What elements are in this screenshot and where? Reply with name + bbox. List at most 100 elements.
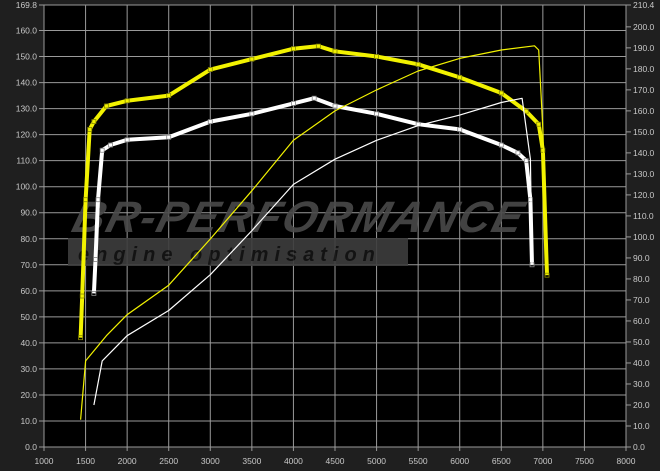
data-point-marker xyxy=(207,119,213,125)
y-left-tick-label: 60.0 xyxy=(20,286,37,296)
data-point-marker xyxy=(315,43,321,49)
data-point-marker xyxy=(95,197,101,203)
watermark-logo: BR-PERFORMANCE engine optimisation xyxy=(67,193,531,266)
data-point-marker xyxy=(103,103,109,109)
data-point-marker xyxy=(124,137,130,143)
y-right-tick-label: 150.0 xyxy=(633,127,655,137)
y-left-tick-label: 80.0 xyxy=(20,234,37,244)
data-point-marker xyxy=(291,100,296,106)
y-left-tick-label: 130.0 xyxy=(16,104,38,114)
y-right-tick-label: 160.0 xyxy=(633,106,655,116)
series-line-0 xyxy=(78,44,549,338)
data-point-marker xyxy=(457,127,463,132)
y-right-tick-label: 20.0 xyxy=(633,400,650,410)
data-point-marker xyxy=(527,197,533,203)
y-left-tick-label: 90.0 xyxy=(20,208,37,218)
x-tick-label: 4000 xyxy=(284,456,303,466)
series-line-3 xyxy=(93,97,533,406)
y-right-tick-label: 100.0 xyxy=(633,232,655,242)
x-tick-label: 3000 xyxy=(201,456,220,466)
data-point-marker xyxy=(457,74,463,80)
data-point-marker xyxy=(249,56,255,62)
y-left-tick-label: 160.0 xyxy=(16,26,38,36)
x-tick-label: 7000 xyxy=(533,456,552,466)
data-point-marker xyxy=(374,111,379,117)
data-point-marker xyxy=(498,142,504,148)
x-tick-label: 2500 xyxy=(159,456,178,466)
data-point-marker xyxy=(249,111,255,117)
y-right-tick-label: 130.0 xyxy=(633,169,655,179)
data-point-marker xyxy=(332,48,338,54)
data-point-marker xyxy=(544,272,550,278)
y-right-tick-label: 110.0 xyxy=(633,211,654,221)
x-tick-label: 5500 xyxy=(409,456,428,466)
y-right-tick-label: 210.4 xyxy=(633,0,655,10)
data-point-marker xyxy=(93,257,98,262)
svg-text:engine optimisation: engine optimisation xyxy=(78,244,381,266)
y-right-tick-label: 40.0 xyxy=(633,358,650,368)
data-point-marker xyxy=(108,142,113,148)
data-point-marker xyxy=(166,93,172,98)
data-point-marker xyxy=(166,134,172,140)
y-right-tick-label: 170.0 xyxy=(633,85,655,95)
data-point-marker xyxy=(332,103,338,109)
y-right-tick-label: 90.0 xyxy=(633,253,650,263)
data-point-marker xyxy=(79,293,85,299)
data-point-marker xyxy=(78,335,83,341)
y-left-tick-label: 100.0 xyxy=(16,182,38,192)
data-point-marker xyxy=(415,61,421,67)
data-point-marker xyxy=(374,54,379,59)
data-point-marker xyxy=(124,98,130,104)
y-right-tick-label: 190.0 xyxy=(633,43,655,53)
y-right-tick-label: 60.0 xyxy=(633,316,650,326)
axes: 1000 1500 2000 2500 3000 3500 4000 4500 5000 5500… xyxy=(16,0,655,466)
y-right-tick-label: 180.0 xyxy=(633,64,655,74)
svg-text:BR-PERFORMANCE: BR-PERFORMANCE xyxy=(67,193,531,242)
data-point-marker xyxy=(99,147,105,153)
series-line-1 xyxy=(91,96,534,294)
x-tick-label: 4500 xyxy=(326,456,345,466)
x-tick-label: 1500 xyxy=(76,456,95,466)
y-left-tick-label: 169.8 xyxy=(16,0,38,10)
y-right-tick-label: 70.0 xyxy=(633,295,650,305)
y-left-tick-label: 30.0 xyxy=(20,364,37,374)
data-point-marker xyxy=(523,158,529,164)
y-left-tick-label: 120.0 xyxy=(16,130,38,140)
y-right-tick-label: 50.0 xyxy=(633,337,650,347)
y-right-tick-label: 10.0 xyxy=(633,421,650,431)
data-point-marker xyxy=(291,46,296,52)
y-left-tick-label: 150.0 xyxy=(16,52,38,62)
data-point-marker xyxy=(515,150,521,156)
y-right-tick-label: 200.0 xyxy=(633,22,655,32)
y-left-tick-label: 40.0 xyxy=(20,338,37,348)
y-left-tick-label: 140.0 xyxy=(16,78,38,88)
y-left-tick-label: 110.0 xyxy=(16,156,37,166)
y-right-tick-label: 80.0 xyxy=(633,274,650,284)
x-tick-label: 6500 xyxy=(492,456,511,466)
x-tick-label: 2000 xyxy=(118,456,137,466)
x-tick-label: 8000 xyxy=(617,456,636,466)
y-right-tick-label: 120.0 xyxy=(633,190,655,200)
y-left-tick-label: 70.0 xyxy=(20,260,37,270)
y-left-tick-label: 50.0 xyxy=(20,312,37,322)
y-right-tick-label: 30.0 xyxy=(633,379,650,389)
x-tick-label: 7500 xyxy=(575,456,594,466)
series-line-2 xyxy=(80,45,548,420)
x-tick-label: 5000 xyxy=(367,456,386,466)
y-right-tick-label: 140.0 xyxy=(633,148,655,158)
y-left-tick-label: 0.0 xyxy=(25,442,37,452)
data-point-marker xyxy=(83,197,88,203)
x-tick-label: 1000 xyxy=(35,456,54,466)
x-tick-label: 3500 xyxy=(242,456,261,466)
x-tick-label: 6000 xyxy=(450,456,469,466)
y-right-tick-label: 0.0 xyxy=(633,442,645,452)
data-point-marker xyxy=(87,127,93,132)
data-point-marker xyxy=(311,95,317,101)
data-point-marker xyxy=(536,121,542,127)
series-group xyxy=(78,43,550,420)
data-point-marker xyxy=(207,67,213,72)
data-point-marker xyxy=(91,291,97,296)
y-left-tick-label: 20.0 xyxy=(20,390,37,400)
data-point-marker xyxy=(91,119,97,125)
